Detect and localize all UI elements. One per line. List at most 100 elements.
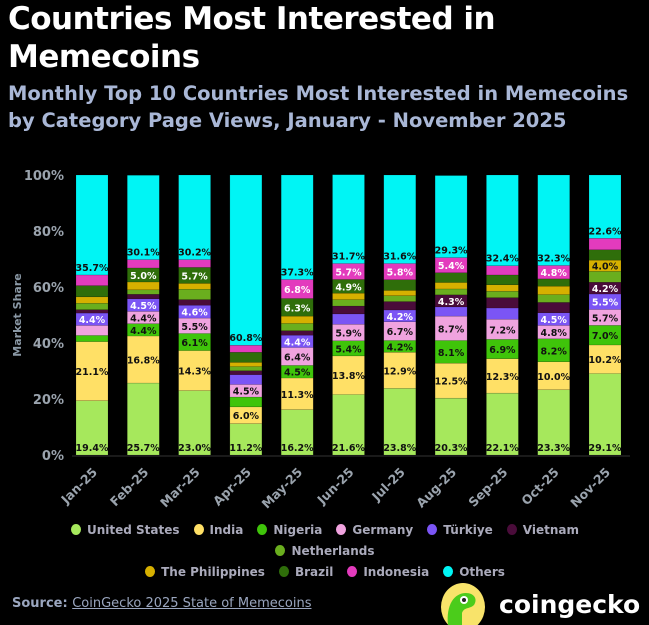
data-label: 6.1% [181, 338, 208, 349]
data-label: 8.7% [438, 324, 465, 335]
data-label: 4.5% [130, 301, 157, 312]
legend-item: United States [70, 520, 180, 541]
data-label: 22.6% [589, 226, 622, 237]
data-label: 19.4% [76, 443, 109, 454]
x-tick-label: Jul-25 [368, 465, 408, 505]
bar-segment-vietnam [127, 294, 160, 300]
bar-segment-united-states [332, 394, 365, 456]
bar-segment-t-rkiye [280, 334, 314, 348]
bar-segment-the-philippines [383, 290, 417, 296]
source-note: Source: CoinGecko 2025 State of Memecoin… [12, 596, 312, 611]
data-label: 4.5% [541, 315, 568, 326]
legend-item: Netherlands [275, 541, 375, 562]
bar-segment-united-states [75, 400, 109, 456]
bar-segment-others [588, 174, 622, 239]
data-label: 32.4% [486, 254, 519, 265]
bar-segment-india [537, 361, 570, 391]
data-label: 23.8% [383, 443, 416, 454]
data-label: 4.9% [335, 282, 362, 293]
data-label: 4.6% [181, 308, 208, 319]
legend-label: India [209, 523, 244, 537]
y-tick-label: 60% [33, 281, 64, 296]
bar-segment-netherlands [537, 294, 570, 303]
data-label: 6.0% [233, 411, 260, 422]
legend-item: Nigeria [257, 520, 322, 541]
bar-segment-brazil [178, 267, 211, 284]
data-label: 5.7% [335, 267, 362, 278]
y-axis-label: Market Share [11, 273, 24, 356]
bar-segment-others [229, 174, 263, 346]
x-tick-label: Jun-25 [313, 465, 356, 508]
bar-segment-t-rkiye [486, 307, 519, 320]
data-label: 30.2% [178, 248, 211, 259]
bar-segment-india [75, 341, 109, 401]
data-label: 8.1% [438, 348, 465, 359]
data-label: 22.1% [486, 443, 519, 454]
bar-segment-others [280, 174, 314, 280]
legend-swatch-icon [193, 524, 204, 535]
bar-segment-vietnam [229, 370, 263, 375]
data-label: 4.2% [592, 284, 619, 295]
data-label: 10.0% [537, 372, 570, 383]
bar-segment-united-states [588, 373, 622, 456]
legend-swatch-icon [443, 566, 454, 577]
data-label: 11.2% [229, 443, 262, 454]
data-label: 6.8% [284, 285, 311, 296]
bar-segment-united-states [127, 382, 160, 456]
data-label: 5.0% [130, 271, 157, 282]
bar-segment-others [486, 174, 519, 266]
legend-item: Brazil [278, 562, 333, 583]
data-label: 4.4% [130, 314, 157, 325]
bar-segment-t-rkiye [434, 306, 468, 317]
bar-segment-the-philippines [178, 283, 211, 290]
bar-segment-vietnam [383, 301, 417, 311]
bar-segment-netherlands [486, 290, 519, 298]
bar-segment-vietnam [332, 305, 365, 315]
bar-segment-others [332, 174, 365, 264]
legend-swatch-icon [347, 566, 358, 577]
data-label: 7.2% [489, 325, 516, 336]
data-label: 5.7% [592, 313, 619, 324]
legend-label: Türkiye [443, 523, 493, 537]
bar-segment-germany [434, 315, 468, 341]
legend-swatch-icon [506, 524, 517, 535]
data-label: 60.8% [229, 333, 262, 344]
data-label: 4.3% [438, 297, 465, 308]
legend-item: The Philippines [145, 562, 265, 583]
legend-swatch-icon [427, 524, 438, 535]
bar-segment-vietnam [537, 302, 570, 314]
data-label: 5.5% [592, 298, 619, 309]
legend-item: Vietnam [506, 520, 579, 541]
bar-segment-brazil [588, 249, 622, 261]
bar-segment-others [127, 175, 160, 260]
x-tick-label: Sep-25 [465, 465, 510, 510]
bar-segment-netherlands [280, 323, 314, 331]
y-tick-label: 100% [24, 169, 64, 184]
data-label: 23.0% [178, 443, 211, 454]
bar-segment-the-philippines [332, 292, 365, 300]
data-label: 5.5% [181, 322, 208, 333]
bar-segment-the-philippines [75, 296, 109, 304]
bar-segment-vietnam [280, 330, 314, 336]
legend-swatch-icon [70, 524, 81, 535]
legend-label: Indonesia [363, 565, 430, 579]
source-label: Source: [12, 596, 68, 611]
legend-swatch-icon [336, 524, 347, 535]
legend-item: Others [443, 562, 505, 583]
data-label: 5.7% [181, 271, 208, 282]
data-label: 35.7% [76, 263, 109, 274]
data-label: 5.4% [335, 344, 362, 355]
x-tick-label: Oct-25 [518, 465, 562, 509]
bar-segment-netherlands [332, 299, 365, 307]
bar-segment-united-states [434, 397, 468, 456]
legend-item: Indonesia [347, 562, 429, 583]
brand-name: coingecko [499, 589, 641, 619]
legend-item: Germany [336, 520, 413, 541]
bar-segment-netherlands [127, 289, 160, 295]
data-label: 31.7% [332, 251, 365, 262]
source-link[interactable]: CoinGecko 2025 State of Memecoins [72, 596, 312, 611]
legend-swatch-icon [257, 524, 268, 535]
data-label: 11.3% [281, 390, 314, 401]
data-label: 4.0% [592, 262, 619, 273]
data-label: 29.3% [435, 246, 468, 257]
